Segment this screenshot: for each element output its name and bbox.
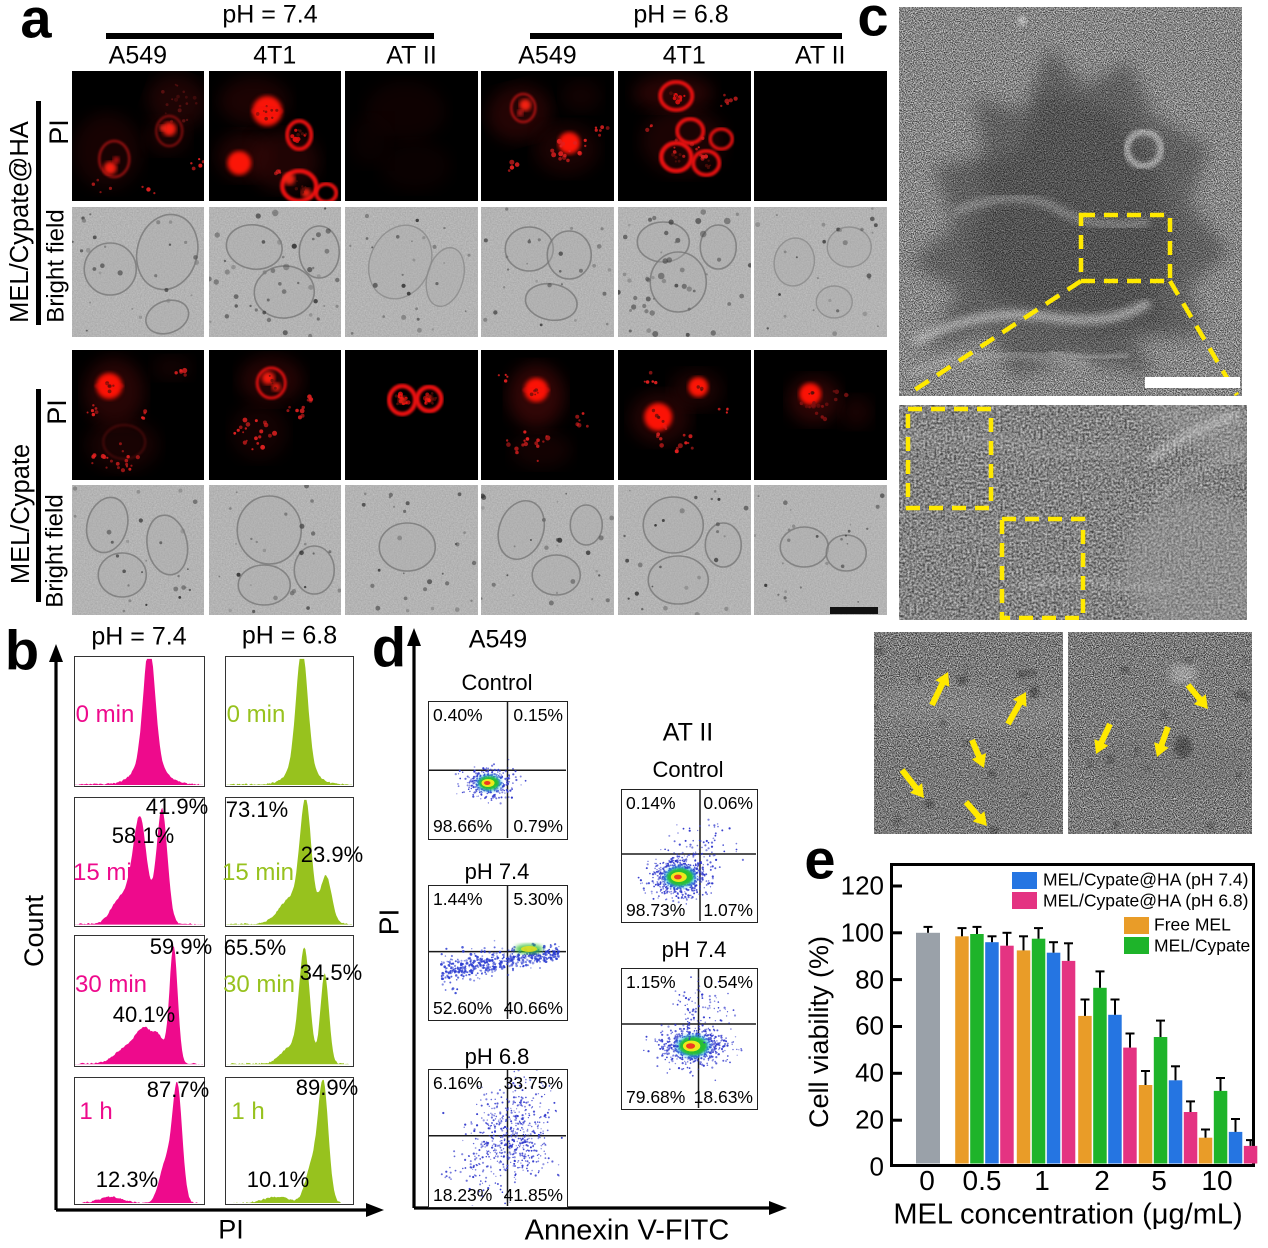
svg-text:Count: Count — [19, 894, 49, 967]
svg-text:Bright field: Bright field — [42, 494, 69, 607]
svg-text:MEL/Cypate@HA: MEL/Cypate@HA — [6, 121, 34, 323]
svg-text:PI: PI — [42, 399, 72, 425]
svg-text:Cell viability (%): Cell viability (%) — [804, 936, 834, 1128]
svg-text:MEL/Cypate: MEL/Cypate — [7, 443, 35, 583]
svg-text:PI: PI — [44, 119, 74, 145]
svg-text:Bright field: Bright field — [43, 209, 70, 322]
svg-text:PI: PI — [374, 909, 405, 935]
